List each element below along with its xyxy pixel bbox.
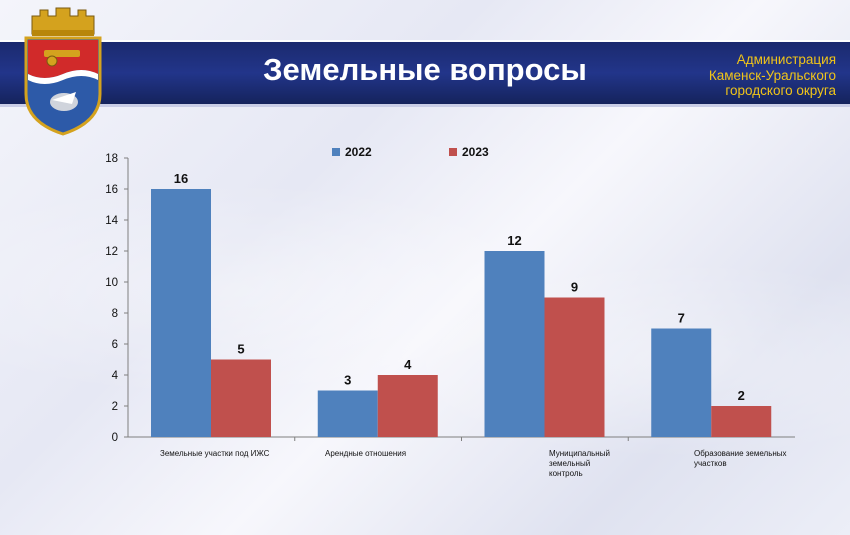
x-tick-label: Земельные участки под ИЖС — [160, 449, 269, 459]
city-coat-of-arms-icon — [24, 7, 102, 136]
y-tick-label: 4 — [112, 370, 119, 382]
data-label-2022-2: 12 — [507, 233, 521, 248]
legend-swatch-2023 — [449, 148, 457, 156]
y-tick-label: 12 — [105, 246, 118, 258]
x-tick-label: Образование земельных участков — [694, 449, 787, 469]
legend-swatch-2022 — [332, 148, 340, 156]
data-label-2023-2: 9 — [571, 280, 578, 295]
y-tick-label: 18 — [105, 153, 118, 165]
x-tick-label-line: Муниципальный — [549, 449, 610, 458]
admin-line-3: городского округа — [725, 83, 836, 98]
bar-2023-0 — [211, 359, 271, 437]
y-tick-label: 10 — [105, 277, 118, 289]
administration-label: Администрация Каменск-Уральского городск… — [709, 52, 836, 99]
bar-2023-2 — [544, 297, 605, 437]
legend-label-2022: 2022 — [345, 145, 372, 159]
header-banner — [0, 40, 850, 107]
data-label-2022-1: 3 — [344, 373, 351, 388]
data-label-2022-3: 7 — [678, 311, 685, 326]
data-label-2022-0: 16 — [174, 171, 188, 186]
data-label-2023-0: 5 — [237, 342, 244, 357]
bar-2022-2 — [484, 251, 545, 437]
bar-2023-3 — [711, 406, 772, 437]
x-tick-label-line: Земельные участки под ИЖС — [160, 449, 270, 458]
x-tick-label-line: земельный — [549, 459, 591, 468]
x-tick-label-line: контроль — [549, 469, 583, 478]
bar-2022-0 — [151, 189, 211, 437]
legend-item-2022: 2022 — [332, 145, 372, 159]
bar-2023-1 — [377, 375, 438, 437]
x-tick-label-line: Образование земельных — [694, 449, 787, 458]
bar-2022-1 — [317, 390, 378, 437]
bar-2022-3 — [651, 328, 712, 437]
y-tick-label: 8 — [112, 308, 118, 320]
y-tick-label: 2 — [112, 401, 118, 413]
page-title: Земельные вопросы — [263, 52, 587, 87]
admin-line-2: Каменск-Уральского — [708, 67, 836, 83]
x-tick-label: Арендные отношения — [325, 449, 406, 459]
admin-line-1: Администрация — [736, 52, 836, 67]
y-tick-label: 14 — [105, 215, 118, 227]
data-label-2023-1: 4 — [404, 357, 412, 372]
x-tick-label-line: участков — [694, 459, 727, 468]
legend-label-2023: 2023 — [462, 145, 489, 159]
data-label-2023-3: 2 — [738, 388, 745, 403]
legend-item-2023: 2023 — [449, 145, 489, 159]
x-tick-label-line: Арендные отношения — [325, 449, 407, 458]
x-tick-label: Муниципальный земельный контроль — [549, 449, 610, 479]
y-tick-label: 16 — [105, 184, 118, 196]
y-tick-label: 0 — [112, 432, 118, 444]
y-tick-label: 6 — [112, 339, 118, 351]
